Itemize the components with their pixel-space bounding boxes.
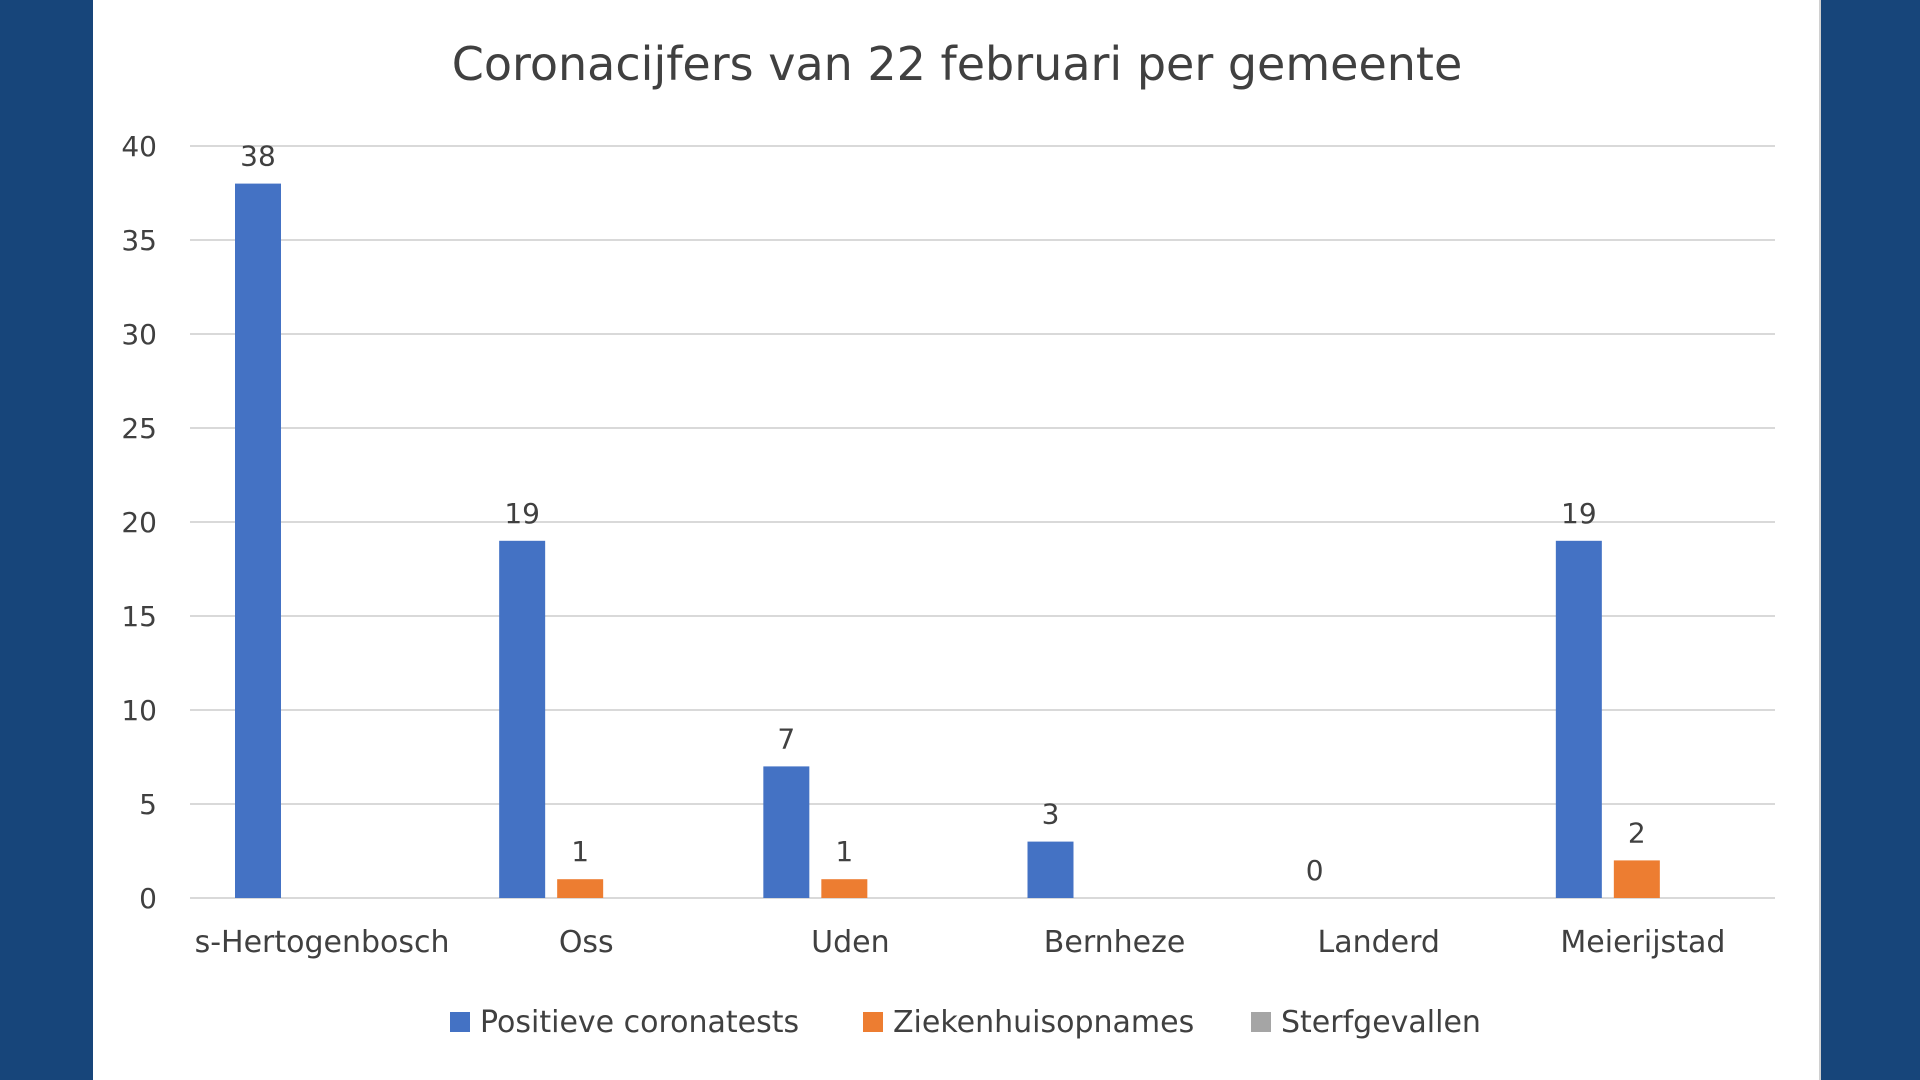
data-label: 0 [1306,854,1324,887]
legend: Positieve coronatests Ziekenhuisopnames St… [450,1005,1481,1040]
y-tick-label: 10 [121,694,157,727]
y-tick-label: 15 [121,600,157,633]
bar [1027,841,1074,898]
legend-label: Positieve coronatests [480,1005,799,1040]
bar [557,879,604,898]
y-tick-label: 0 [139,882,157,915]
chart-panel: Coronacijfers van 22 februari per gemeen… [93,0,1821,1080]
legend-label: Ziekenhuisopnames [893,1005,1194,1040]
legend-label: Sterfgevallen [1281,1005,1481,1040]
y-tick-label: 30 [121,318,157,351]
chart-title: Coronacijfers van 22 februari per gemeen… [452,37,1463,91]
bar [821,879,868,898]
bar [1555,540,1602,898]
legend-swatch [1251,1012,1271,1032]
y-tick-label: 20 [121,506,157,539]
bars [235,183,1660,899]
bar [1613,860,1660,898]
gridlines [190,145,1775,899]
bar [499,540,546,898]
x-category-label: Landerd [1318,925,1440,960]
x-category-label: Uden [811,925,889,960]
bar [763,766,810,898]
x-category-label: Oss [559,925,614,960]
y-axis-ticks: 0 5 10 15 20 25 30 35 40 [121,130,157,915]
x-category-label: Bernheze [1044,925,1186,960]
data-label: 3 [1042,798,1060,831]
legend-swatch [450,1012,470,1032]
data-label: 1 [835,835,853,868]
x-axis-categories: s-Hertogenbosch Oss Uden Bernheze Landerd Mei… [195,925,1726,960]
x-category-label: Meierijstad [1560,925,1725,960]
data-label: 38 [240,140,276,173]
data-label: 1 [571,835,589,868]
y-tick-label: 35 [121,224,157,257]
y-tick-label: 25 [121,412,157,445]
legend-swatch [863,1012,883,1032]
bar [235,183,281,899]
data-label: 2 [1628,816,1646,849]
y-tick-label: 40 [121,130,157,163]
x-category-label: s-Hertogenbosch [195,925,450,960]
bar-chart: Coronacijfers van 22 februari per gemeen… [121,37,1775,1040]
data-label: 7 [777,722,795,755]
data-label: 19 [1561,497,1597,530]
data-label: 19 [504,497,540,530]
y-tick-label: 5 [139,788,157,821]
